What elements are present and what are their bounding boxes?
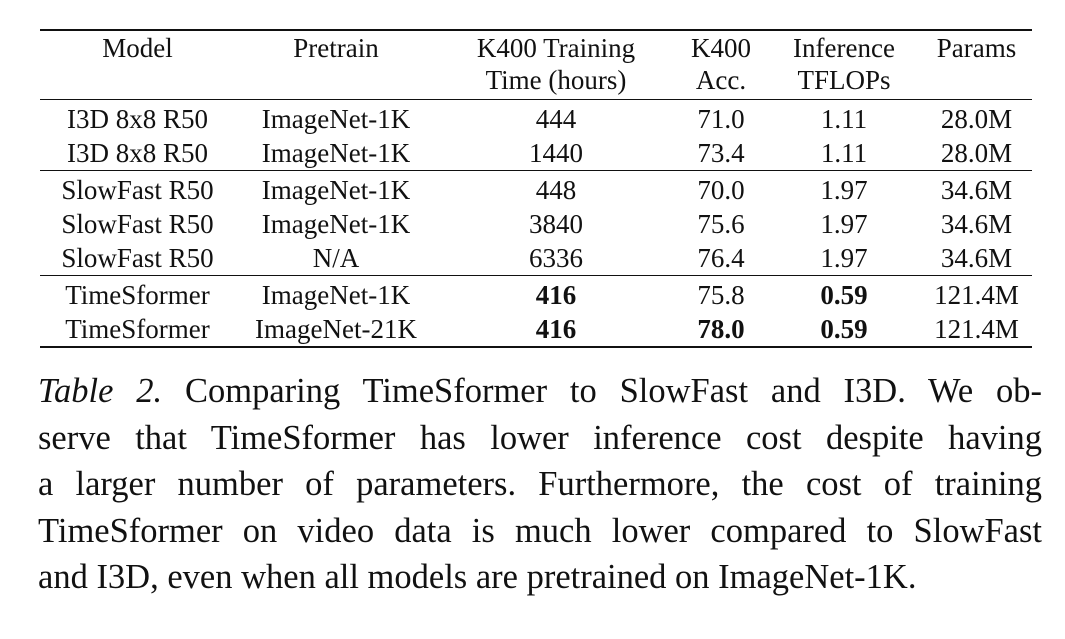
table-cell: TimeSformer: [65, 280, 210, 310]
table-row: SlowFast R50 N/A 6336 76.4 1.97 34.6M: [40, 241, 1032, 276]
table-cell: SlowFast R50: [61, 243, 214, 273]
caption-text: TimeSformer on video data is much lower …: [38, 511, 1042, 550]
table-cell: 6336: [529, 243, 583, 273]
table-cell: ImageNet-1K: [261, 209, 411, 239]
table-cell: 1.11: [820, 138, 868, 168]
header-model: Model: [102, 33, 173, 63]
table-cell: SlowFast R50: [61, 175, 214, 205]
comparison-table: Model Pretrain K400 Training Time (hours)…: [40, 29, 1032, 348]
header-pretrain: Pretrain: [293, 33, 379, 63]
table-cell: 28.0M: [940, 104, 1013, 134]
table-cell: SlowFast R50: [61, 209, 214, 239]
table-cell: 0.59: [820, 280, 868, 310]
table-cell: ImageNet-1K: [261, 104, 411, 134]
caption-line: and I3D, even when all models are pretra…: [38, 554, 1042, 601]
table-cell: 34.6M: [940, 175, 1013, 205]
table-cell: 71.0: [697, 104, 745, 134]
table-cell: 1.97: [820, 209, 868, 239]
table-cell: 75.6: [697, 209, 745, 239]
table-cell: 78.0: [697, 314, 745, 344]
table-row: I3D 8x8 R50 ImageNet-1K 1440 73.4 1.11 28.0M: [40, 136, 1032, 171]
table-cell: 0.59: [820, 314, 868, 344]
table-cell: ImageNet-1K: [261, 175, 411, 205]
table-cell: 416: [535, 314, 577, 344]
caption-line: a larger number of parameters. Furthermo…: [38, 461, 1042, 508]
caption-label: Table 2.: [38, 372, 163, 410]
table-row: TimeSformer ImageNet-1K 416 75.8 0.59 121.4M: [40, 276, 1032, 313]
table-cell: 1.97: [820, 175, 868, 205]
table-cell: 121.4M: [934, 280, 1019, 310]
table-cell: 1440: [529, 138, 583, 168]
header-training-time: K400 Training Time (hours): [476, 33, 636, 95]
caption-text: serve that TimeSformer has lower inferen…: [38, 418, 1042, 457]
table-cell: I3D 8x8 R50: [67, 138, 208, 168]
table-cell: 1.97: [820, 243, 868, 273]
table-cell: ImageNet-1K: [261, 138, 411, 168]
table-cell: 444: [535, 104, 577, 134]
caption-line: TimeSformer on video data is much lower …: [38, 508, 1042, 555]
table-cell: 76.4: [697, 243, 745, 273]
row-group: I3D 8x8 R50 ImageNet-1K 444 71.0 1.11 28.0M I3…: [40, 100, 1032, 171]
table-cell: 3840: [529, 209, 583, 239]
caption-line: Table 2. Comparing TimeSformer to SlowFa…: [38, 368, 1042, 415]
header-row: Model Pretrain K400 Training Time (hours)…: [40, 30, 1032, 100]
table-cell: 70.0: [697, 175, 745, 205]
header-acc: K400 Acc.: [691, 33, 751, 95]
table-cell: ImageNet-21K: [255, 314, 417, 344]
caption-text: and I3D, even when all models are pretra…: [38, 558, 917, 596]
caption-text: Comparing TimeSformer to SlowFast and I3…: [162, 372, 1042, 410]
table-cell: ImageNet-1K: [261, 280, 411, 310]
table-cell: I3D 8x8 R50: [67, 104, 208, 134]
table-cell: 34.6M: [940, 243, 1013, 273]
table-cell: 416: [535, 280, 577, 310]
table-cell: 448: [535, 175, 577, 205]
table-cell: 1.11: [820, 104, 868, 134]
caption-line: serve that TimeSformer has lower inferen…: [38, 415, 1042, 462]
table-cell: TimeSformer: [65, 314, 210, 344]
table-cell: 75.8: [697, 280, 745, 310]
table-cell: N/A: [312, 243, 360, 273]
header-tflops: Inference TFLOPs: [793, 33, 895, 95]
table-cell: 34.6M: [940, 209, 1013, 239]
table-row: TimeSformer ImageNet-21K 416 78.0 0.59 121.4M: [40, 312, 1032, 347]
table-cell: 73.4: [697, 138, 745, 168]
row-group: SlowFast R50 ImageNet-1K 448 70.0 1.97 34.6M S…: [40, 171, 1032, 276]
table-row: I3D 8x8 R50 ImageNet-1K 444 71.0 1.11 28.0M: [40, 100, 1032, 137]
table-cell: 28.0M: [940, 138, 1013, 168]
table-cell: 121.4M: [934, 314, 1019, 344]
table-caption: Table 2. Comparing TimeSformer to SlowFa…: [38, 368, 1042, 601]
table-row: SlowFast R50 ImageNet-1K 448 70.0 1.97 34.6M: [40, 171, 1032, 208]
caption-text: a larger number of parameters. Furthermo…: [38, 465, 1042, 503]
row-group: TimeSformer ImageNet-1K 416 75.8 0.59 121.4M T…: [40, 276, 1032, 347]
header-params: Params: [936, 33, 1017, 63]
table-row: SlowFast R50 ImageNet-1K 3840 75.6 1.97 34.6M: [40, 207, 1032, 241]
